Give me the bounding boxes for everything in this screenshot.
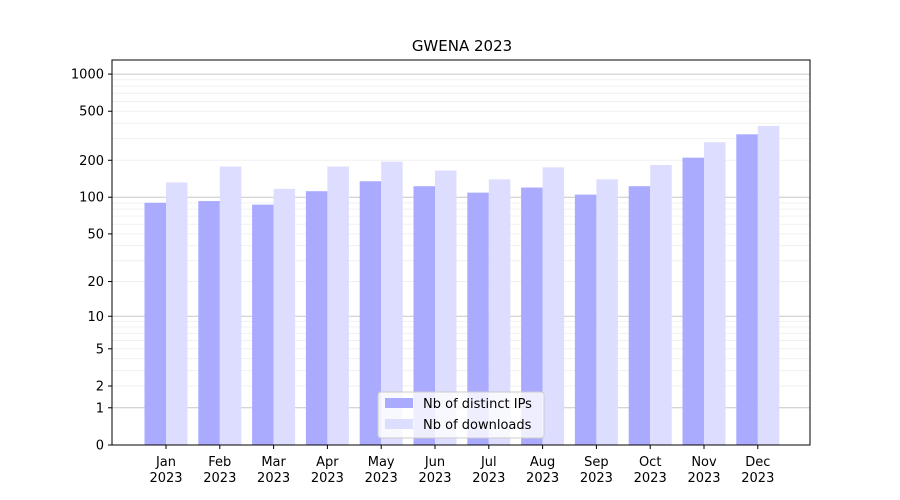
x-tick-label-year: 2023 <box>203 471 236 486</box>
x-tick-label-month: Jan <box>155 455 176 470</box>
legend-box <box>377 391 545 439</box>
y-tick-label: 2 <box>96 380 104 395</box>
y-tick-label: 1000 <box>71 68 104 83</box>
bar-distinct-ips-oct <box>628 186 651 445</box>
x-tick-label-month: Dec <box>745 455 770 470</box>
x-tick-label-month: Mar <box>261 455 286 470</box>
x-tick-label-month: Jun <box>424 455 445 470</box>
bar-distinct-ips-may <box>359 181 382 445</box>
plot-frame <box>111 59 811 446</box>
bar-downloads-jul <box>488 179 511 445</box>
bar-distinct-ips-mar <box>252 204 274 445</box>
x-tick-label-year: 2023 <box>687 471 720 486</box>
bar-distinct-ips-nov <box>682 157 704 445</box>
bar-downloads-apr <box>327 166 349 446</box>
y-tick-label: 1 <box>96 401 104 416</box>
chart-title: GWENA 2023 <box>412 37 512 55</box>
bar-distinct-ips-jan <box>144 202 166 445</box>
y-tick-label: 10 <box>87 310 104 325</box>
y-tick-label: 100 <box>79 191 104 206</box>
bar-downloads-oct <box>650 165 672 445</box>
x-tick-label-year: 2023 <box>526 471 559 486</box>
x-tick-label-month: Feb <box>208 455 231 470</box>
bar-downloads-sep <box>596 179 618 445</box>
bar-distinct-ips-aug <box>521 187 543 446</box>
bar-distinct-ips-jun <box>413 186 435 445</box>
legend-swatch-downloads <box>385 419 413 429</box>
x-tick-label-month: May <box>368 455 395 470</box>
bar-downloads-jan <box>166 182 188 446</box>
bars <box>144 125 780 446</box>
y-tick-label: 500 <box>79 105 104 120</box>
x-tick-label-month: Apr <box>316 455 339 470</box>
x-tick-label-month: Nov <box>691 455 717 470</box>
y-tick-label: 200 <box>79 154 104 169</box>
x-tick-label-year: 2023 <box>418 471 451 486</box>
x-axis: Jan2023Feb2023Mar2023Apr2023May2023Jun20… <box>149 445 774 486</box>
bar-downloads-mar <box>273 188 296 445</box>
bar-distinct-ips-sep <box>574 194 597 445</box>
y-tick-label: 0 <box>96 439 104 454</box>
x-tick-label-year: 2023 <box>634 471 667 486</box>
x-tick-label-year: 2023 <box>257 471 290 486</box>
y-tick-label: 5 <box>96 342 104 357</box>
bar-downloads-feb <box>219 166 242 446</box>
y-tick-label: 20 <box>87 275 104 290</box>
x-tick-label-year: 2023 <box>472 471 505 486</box>
bar-distinct-ips-feb <box>198 201 220 445</box>
bar-downloads-jun <box>435 170 457 445</box>
x-tick-label-month: Oct <box>639 455 661 470</box>
bar-distinct-ips-apr <box>305 191 328 445</box>
bar-distinct-ips-jul <box>467 192 489 445</box>
x-tick-label-month: Sep <box>584 455 609 470</box>
bar-downloads-aug <box>542 167 565 445</box>
x-tick-label-year: 2023 <box>149 471 182 486</box>
legend-swatch-distinct-ips <box>385 398 413 408</box>
x-tick-label-month: Jul <box>480 455 497 470</box>
legend-label-downloads: Nb of downloads <box>423 418 532 433</box>
y-axis: 0 1 2 5 10 20 50 100 200 500 1000 <box>71 68 112 454</box>
y-tick-label: 50 <box>87 227 104 242</box>
x-tick-label-year: 2023 <box>311 471 344 486</box>
bar-downloads-may <box>381 161 403 445</box>
bar-distinct-ips-dec <box>736 134 758 445</box>
x-tick-label-year: 2023 <box>365 471 398 486</box>
bar-downloads-dec <box>757 125 780 446</box>
legend-label-distinct-ips: Nb of distinct IPs <box>423 397 532 412</box>
x-tick-label-month: Aug <box>530 455 555 470</box>
x-tick-label-year: 2023 <box>580 471 613 486</box>
legend: Nb of distinct IPs Nb of downloads <box>377 391 545 439</box>
bar-downloads-nov <box>704 142 726 445</box>
x-tick-label-year: 2023 <box>741 471 774 486</box>
